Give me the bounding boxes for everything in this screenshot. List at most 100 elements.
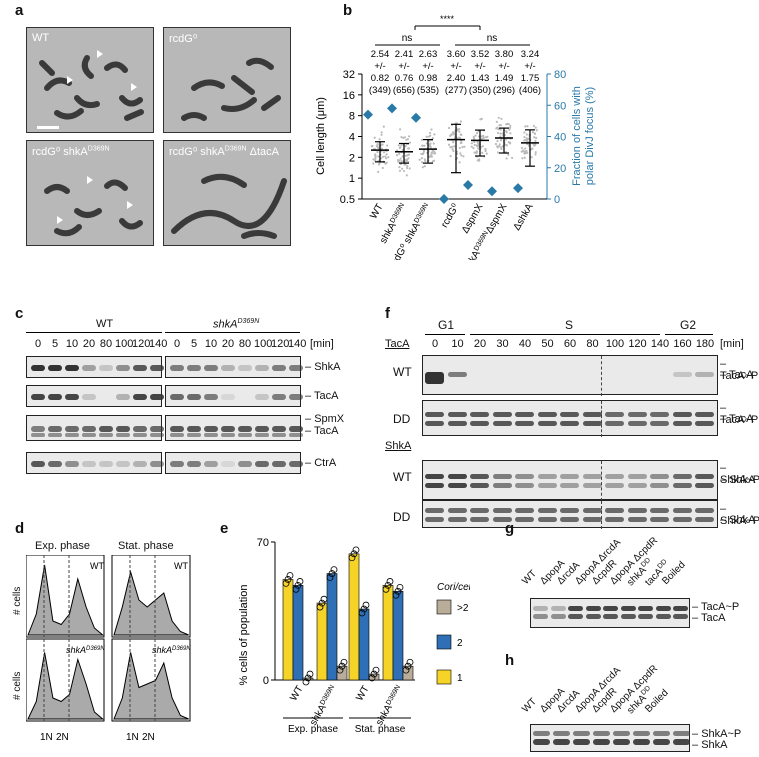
cell-length-dot [510,156,514,160]
c-band [255,433,269,437]
d-mut-label: shkAD369N [152,645,191,655]
c-mut-bracket [165,332,300,333]
lane-label: WT [520,696,539,715]
f-time-label: 140 [650,338,670,350]
d-mut-label: shkAD369N [66,645,105,655]
cell-length-dot [533,136,536,139]
c-band [255,394,269,400]
f-band [582,517,602,522]
cell-length-dot [459,152,462,155]
c-band [272,433,286,437]
f-band [560,412,579,417]
c-mut-sup: D369N [237,318,260,325]
f-band [582,474,602,479]
cell-length-dot [507,153,510,156]
cell-length-dot [386,144,389,147]
superscript: D369N [224,145,247,153]
f-divider [601,356,602,396]
e-replicate-dot [396,583,404,591]
stat-sd: 0.82 [371,73,390,84]
cell-length-dot [534,153,537,156]
c-band [150,433,164,437]
d-histograms: WT WT shkAD369N shkAD369N 1N 2N 1N 2N [26,555,191,743]
micrograph-label: rcdG⁰ [169,33,198,45]
cell-length-dot [374,159,377,162]
e-replicate-dot [368,674,376,682]
cell-length-dot [484,149,487,153]
c-band [65,461,79,467]
stat-sd: 0.76 [395,73,414,84]
cell-length-dot [405,166,409,170]
c-band [272,426,286,432]
f-band [537,517,557,522]
cell-length-dot [372,158,375,161]
cell-length-dot [421,166,424,169]
e-bar-two [292,585,304,681]
c-band [48,365,62,371]
f-band [695,517,714,522]
g-band [673,614,688,619]
f-band [447,517,467,522]
f-g2: G2 [680,318,697,332]
f-band [695,483,714,488]
c-band [82,365,96,371]
cell-length-dot [398,152,401,155]
c-band [31,461,45,467]
c-band [150,426,164,432]
f-time-label: 50 [541,338,554,350]
d-stat-title: Stat. phase [118,540,174,552]
e-replicate-dot [316,603,324,611]
cell-length-dot [385,161,388,164]
cell-length-dot [372,162,375,165]
cell-length-dot [380,133,383,136]
cell-length-dot [401,167,404,170]
f-unit: [min] [720,338,744,350]
panel-a-label: a [15,2,24,19]
right-tick-label: 20 [554,163,566,175]
f-band [627,474,647,479]
cell-length-dot [420,152,423,156]
c-band [272,394,286,400]
cell-length-dot [424,159,427,163]
c-band [204,426,218,432]
stat-sd: 2.40 [447,73,466,84]
c-band [65,394,79,400]
f-time-label: 20 [473,338,487,350]
f-band [515,508,534,513]
c-band [150,461,164,467]
f-band-label: – TacA~P [720,358,759,382]
stat-n: (296) [493,85,515,96]
cell-length-dot [509,126,512,129]
left-tick-label: 2 [349,152,355,164]
f-time-label: 120 [628,338,647,350]
cell-length-dot [408,135,411,138]
e-replicate-dot [352,546,360,554]
f-band [672,474,692,479]
cell-length-dot [398,165,401,169]
stat-pm: +/- [398,61,409,72]
cell-length-dot [526,125,529,128]
cell-length-dot [534,126,537,129]
c-wt-title: WT [96,318,114,330]
c-wt-bracket [26,332,162,333]
cell-length-dot [472,135,475,138]
c-band [187,433,201,437]
c-blot [165,415,303,441]
cell-length-dot [432,142,435,145]
stat-mean: 2.63 [419,49,438,60]
g-band [568,606,583,611]
cell-length-dot [499,124,502,127]
c-row-label: – TacA [305,390,339,402]
e-replicate-dot [338,662,346,670]
h-band [613,739,630,745]
cell-length-dot [429,146,432,149]
c-band [221,426,235,432]
x-tick-label: WT [368,202,385,221]
c-time-label: 10 [204,338,218,350]
cell-length-dot [433,159,436,162]
stat-pm: +/- [450,61,461,72]
c-band [99,365,113,371]
stat-pm: +/- [524,61,535,72]
micrograph-rcdg0: rcdG⁰ [163,27,291,133]
e-replicate-dot [336,666,344,674]
